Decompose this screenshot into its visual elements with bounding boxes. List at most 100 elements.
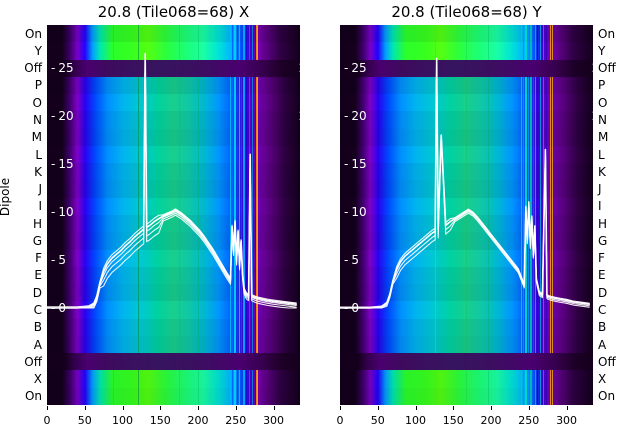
dipole-tick-left-13: F <box>35 251 42 266</box>
dipole-tick-left-20: X <box>33 372 42 387</box>
inner-ytick-10: 10 <box>592 205 593 219</box>
inner-ytick-5: -5 <box>344 253 359 267</box>
inner-ytick-25: 25 <box>592 61 593 75</box>
signal-trace-y <box>340 57 591 309</box>
x-tickmark-0 <box>47 406 48 410</box>
inner-ytick-label: 5 <box>351 253 359 267</box>
tick-dash: - <box>51 205 56 219</box>
inner-ytick-label: 25 <box>351 61 367 75</box>
tick-dash: - <box>51 61 56 75</box>
trace-main <box>340 57 591 309</box>
dipole-tick-right-12: G <box>598 233 608 248</box>
tick-dash: - <box>344 109 349 123</box>
inner-ytick-10: -10 <box>51 205 74 219</box>
dipole-tick-right-7: L <box>598 147 605 162</box>
inner-ytick-label: 15 <box>592 157 593 171</box>
x-tick-label-150: 150 <box>442 414 464 427</box>
x-tick-label-0: 0 <box>43 414 51 427</box>
dipole-tick-left-1: Y <box>34 43 42 58</box>
inner-ytick-15: -15 <box>344 157 367 171</box>
dipole-tick-left-3: P <box>34 78 42 93</box>
row-shade <box>340 266 593 285</box>
inner-ytick-label: 10 <box>299 205 300 219</box>
dipole-tick-right-0: On <box>598 26 616 41</box>
dipole-tick-right-2: Off <box>598 61 616 76</box>
tick-dash: - <box>51 157 56 171</box>
dipole-tick-left-9: J <box>38 182 42 197</box>
row-shade <box>340 335 593 354</box>
inner-ytick-label: 10 <box>58 205 74 219</box>
inner-ytick-label: 25 <box>58 61 74 75</box>
x-tick-label-150: 150 <box>149 414 171 427</box>
panel-y[interactable]: -25-20-15-10-5-0 2520151050 <box>340 25 593 405</box>
inner-ytick-25: -25 <box>344 61 367 75</box>
x-tickmark-100 <box>122 406 124 410</box>
dipole-tick-left-15: D <box>32 285 42 300</box>
x-tickmark-200 <box>198 406 200 410</box>
inner-ytick-10: -10 <box>344 205 367 219</box>
trace-ghost-2 <box>340 57 590 308</box>
inner-ytick-label: 20 <box>58 109 74 123</box>
heat-band-bright-green <box>47 25 300 60</box>
dipole-tick-left-14: E <box>34 268 42 283</box>
dipole-tick-left-10: I <box>38 199 42 214</box>
dipole-tick-right-10: I <box>598 199 602 214</box>
inner-ytick-label: 25 <box>592 61 593 75</box>
row-shade <box>340 25 593 43</box>
inner-ytick-label: 0 <box>351 301 359 315</box>
dipole-tick-right-14: E <box>598 268 606 283</box>
x-tick-label-0: 0 <box>336 414 344 427</box>
dipole-tick-right-11: H <box>598 216 608 231</box>
dipole-tick-left-21: On <box>24 389 42 404</box>
inner-ytick-15: -15 <box>51 157 74 171</box>
dipole-tick-right-16: C <box>598 303 607 317</box>
x-tickmark-250 <box>235 406 237 410</box>
trace-ghost-3 <box>47 53 297 308</box>
dipole-tick-right-15: D <box>598 285 608 300</box>
panel-title-x: 20.8 (Tile068=68) X <box>97 3 250 21</box>
dipole-tick-left-18: A <box>33 337 42 352</box>
dipole-tick-left-6: M <box>31 130 42 145</box>
tick-dash: - <box>51 253 56 267</box>
row-shade <box>340 284 593 302</box>
inner-ytick-label: 20 <box>592 109 593 123</box>
dipole-tick-left-11: H <box>32 216 42 231</box>
x-tick-label-50: 50 <box>77 414 92 427</box>
inner-ytick-label: 20 <box>299 109 300 123</box>
inner-ytick-20: 20 <box>299 109 300 123</box>
dipole-tick-right-9: J <box>598 182 602 197</box>
x-tick-label-250: 250 <box>225 414 247 427</box>
x-tickmark-50 <box>377 406 379 410</box>
panel-x[interactable]: -25-20-15-10-5-0 2520151050 <box>47 25 300 405</box>
dipole-tick-left-2: Off <box>24 61 42 76</box>
dipole-tick-right-8: K <box>598 164 606 179</box>
row-shade <box>340 111 593 129</box>
tick-dash: - <box>344 157 349 171</box>
dipole-tick-right-13: F <box>598 251 605 266</box>
dipole-tick-right-20: X <box>598 372 607 387</box>
inner-ytick-25: 25 <box>299 61 300 75</box>
inner-ytick-5: -5 <box>51 253 66 267</box>
x-tickmark-0 <box>340 406 341 410</box>
x-tick-label-250: 250 <box>518 414 540 427</box>
x-tick-label-300: 300 <box>263 414 285 427</box>
panel-title-y: 20.8 (Tile068=68) Y <box>391 3 542 21</box>
row-shade <box>340 76 593 95</box>
dipole-tick-right-19: Off <box>598 354 616 369</box>
dipole-tick-right-4: O <box>598 95 608 110</box>
inner-ytick-25: -25 <box>51 61 74 75</box>
inner-ytick-label: 15 <box>351 157 367 171</box>
dipole-tick-right-6: M <box>598 130 609 145</box>
dipole-tick-right-18: A <box>598 337 607 352</box>
dipole-tick-left-19: Off <box>24 354 42 369</box>
trace-ghost-0 <box>47 53 297 309</box>
tick-dash: - <box>51 301 56 315</box>
inner-ytick-label: 5 <box>58 253 66 267</box>
trace-ghost-2 <box>47 53 297 309</box>
x-tickmark-250 <box>528 406 530 410</box>
inner-ytick-label: 15 <box>58 157 74 171</box>
x-tick-label-50: 50 <box>370 414 385 427</box>
tick-dash: - <box>344 205 349 219</box>
inner-ytick-20: -20 <box>344 109 367 123</box>
dipole-tick-right-17: B <box>598 320 607 335</box>
